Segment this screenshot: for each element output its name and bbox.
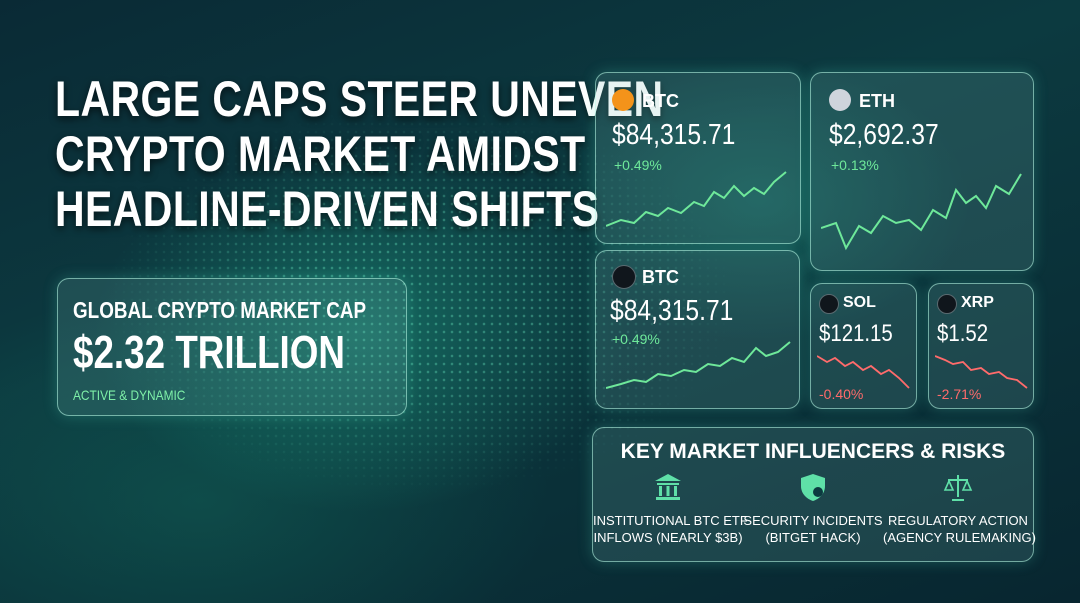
headline-line: LARGE CAPS STEER UNEVEN <box>55 71 664 127</box>
coin-icon <box>937 294 957 314</box>
influencer-label: INFLOWS (NEARLY $3B) <box>593 530 743 545</box>
market-cap-label: GLOBAL CRYPTO MARKET CAP <box>73 297 367 323</box>
headline-line: HEADLINE-DRIVEN SHIFTS <box>55 181 600 237</box>
sparkline <box>817 355 910 389</box>
influencers-panel: KEY MARKET INFLUENCERS & RISKS INSTITUTI… <box>592 427 1036 562</box>
ticker-change: +0.49% <box>612 331 660 347</box>
ticker-symbol: XRP <box>961 294 994 311</box>
sparkline <box>935 355 1028 389</box>
bank-icon <box>655 474 681 500</box>
influencer-item: REGULATORY ACTION (AGENCY RULEMAKING) <box>883 475 1036 546</box>
market-cap-value: $2.32 TRILLION <box>73 326 345 378</box>
ticker-card[interactable]: SOL $121.15 -0.40% <box>810 283 917 409</box>
ticker-change: -0.40% <box>819 386 864 402</box>
ticker-price: $121.15 <box>819 320 893 347</box>
influencer-label: (BITGET HACK) <box>765 530 861 545</box>
influencer-item: SECURITY INCIDENTS (BITGET HACK) <box>738 474 888 546</box>
influencer-label: (AGENCY RULEMAKING) <box>883 530 1036 545</box>
influencer-label: SECURITY INCIDENTS <box>743 513 883 528</box>
coin-icon <box>612 89 634 111</box>
ticker-card[interactable]: ETH $2,692.37 +0.13% <box>810 72 1034 271</box>
scales-icon <box>943 475 973 501</box>
ticker-card[interactable]: BTC $84,315.71 +0.49% <box>595 72 801 244</box>
ticker-symbol: ETH <box>859 91 895 111</box>
ticker-price: $84,315.71 <box>612 119 736 151</box>
coin-icon <box>612 265 636 289</box>
coin-icon <box>819 294 839 314</box>
ticker-change: -2.71% <box>937 386 982 402</box>
headline-line: CRYPTO MARKET AMIDST <box>55 126 586 182</box>
ticker-price: $2,692.37 <box>829 119 939 151</box>
influencer-label: INSTITUTIONAL BTC ETF <box>593 513 748 528</box>
ticker-change: +0.13% <box>831 157 879 173</box>
sparkline <box>606 171 787 227</box>
ticker-change: +0.49% <box>614 157 662 173</box>
ticker-symbol: SOL <box>843 294 876 311</box>
ticker-symbol: BTC <box>642 91 679 111</box>
ticker-card[interactable]: XRP $1.52 -2.71% <box>928 283 1034 409</box>
sparkline <box>821 173 1022 251</box>
ticker-card[interactable]: BTC $84,315.71 +0.49% <box>595 250 800 409</box>
influencers-title: KEY MARKET INFLUENCERS & RISKS <box>620 440 1006 463</box>
influencer-label: REGULATORY ACTION <box>888 513 1028 528</box>
ticker-price: $84,315.71 <box>610 295 734 327</box>
headline: LARGE CAPS STEER UNEVEN CRYPTO MARKET AM… <box>55 71 664 237</box>
market-cap-card: GLOBAL CRYPTO MARKET CAP $2.32 TRILLION … <box>57 278 407 416</box>
shield-icon <box>801 474 825 501</box>
ticker-price: $1.52 <box>937 320 989 347</box>
coin-icon <box>829 89 851 111</box>
market-cap-note: ACTIVE & DYNAMIC <box>73 387 186 403</box>
ticker-symbol: BTC <box>642 267 679 287</box>
influencer-item: INSTITUTIONAL BTC ETF INFLOWS (NEARLY $3… <box>593 474 748 546</box>
sparkline <box>606 341 791 389</box>
